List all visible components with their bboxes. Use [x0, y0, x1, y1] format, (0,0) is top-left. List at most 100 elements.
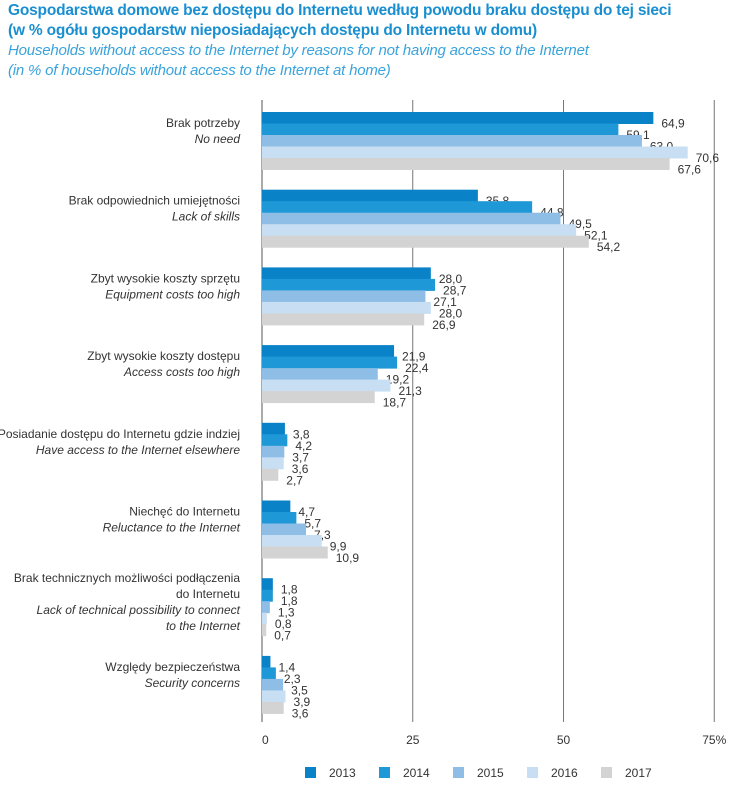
data-label: 3,7 — [292, 450, 309, 464]
category-label-pl: Zbyt wysokie koszty sprzętu — [91, 271, 240, 285]
bar-2015 — [262, 135, 642, 147]
bar-2013 — [262, 422, 285, 435]
category-label-pl: Brak odpowiednich umiejętności — [69, 194, 240, 208]
data-label: 70,6 — [696, 151, 720, 165]
legend-swatch-2014 — [379, 767, 390, 778]
category-label-en: Access costs too high — [123, 365, 240, 379]
data-label: 27,1 — [433, 295, 457, 309]
bar-2014 — [262, 201, 533, 214]
bar-2014 — [262, 123, 619, 136]
bar-2016 — [262, 457, 284, 470]
bar-2015 — [262, 290, 426, 303]
legend-label: 2015 — [477, 766, 504, 780]
category-label-en: to the Internet — [166, 619, 241, 633]
bar-2013 — [262, 112, 654, 124]
category-label-en: Equipment costs too high — [105, 287, 240, 301]
data-label: 19,2 — [386, 373, 410, 387]
data-label: 2,3 — [284, 672, 301, 686]
legend-label: 2016 — [551, 766, 578, 780]
title-pl-line2: (w % ogółu gospodarstw nieposiadających … — [8, 22, 537, 39]
bar-2014 — [262, 356, 398, 369]
x-tick-label: 75% — [702, 733, 726, 747]
bar-2013 — [262, 345, 395, 358]
bar-2016 — [262, 224, 577, 237]
legend-label: 2017 — [625, 766, 652, 780]
data-label: 2,7 — [286, 473, 303, 487]
category-label-en: Reluctance to the Internet — [103, 521, 241, 535]
legend-swatch-2017 — [601, 767, 612, 778]
data-label: 3,6 — [292, 462, 309, 476]
category-label-pl: Zbyt wysokie koszty dostępu — [87, 349, 240, 363]
bar-2013 — [262, 655, 271, 668]
bar-2014 — [262, 589, 273, 602]
bar-2016 — [262, 690, 286, 703]
data-label: 1,3 — [278, 606, 295, 620]
bar-2017 — [262, 701, 284, 714]
bar-2014 — [262, 278, 436, 291]
category-label-en: Lack of skills — [172, 210, 240, 224]
data-label: 1,8 — [281, 583, 298, 597]
category-label-pl: Niechęć do Internetu — [129, 505, 240, 519]
category-label-pl: Posiadanie dostępu do Internetu gdzie in… — [0, 427, 240, 441]
bar-2015 — [262, 678, 284, 691]
bar-2014 — [262, 667, 276, 680]
data-label: 3,6 — [292, 706, 309, 720]
data-label: 4,2 — [295, 439, 312, 453]
bar-2017 — [262, 546, 328, 559]
bar-2015 — [262, 601, 270, 614]
bar-2013 — [262, 267, 431, 280]
bar-2016 — [262, 379, 391, 392]
legend-label: 2014 — [403, 766, 430, 780]
data-label: 28,0 — [439, 306, 463, 320]
bar-2015 — [262, 212, 561, 225]
bar-2017 — [262, 391, 375, 404]
data-label: 10,9 — [336, 551, 360, 565]
data-label: 0,8 — [275, 617, 292, 631]
data-label: 0,7 — [274, 629, 291, 643]
bar-2014 — [262, 434, 288, 447]
legend-label: 2013 — [329, 766, 356, 780]
title-en-line1: Households without access to the Interne… — [8, 42, 589, 59]
title-pl-line1: Gospodarstwa domowe bez dostępu do Inter… — [8, 2, 672, 19]
data-label: 22,4 — [405, 361, 429, 375]
bar-2015 — [262, 445, 285, 458]
bar-2016 — [262, 146, 688, 159]
data-label: 54,2 — [597, 240, 621, 254]
x-tick-label: 50 — [557, 733, 571, 747]
category-label-en: No need — [195, 132, 241, 146]
data-label: 3,9 — [294, 695, 311, 709]
legend-swatch-2016 — [527, 767, 538, 778]
category-label-en: Have access to the Internet elsewhere — [36, 443, 240, 457]
bar-2017 — [262, 158, 670, 170]
x-tick-label: 0 — [262, 733, 269, 747]
data-label: 3,5 — [291, 683, 308, 697]
category-label-pl: do Internetu — [176, 587, 240, 601]
data-label: 18,7 — [383, 396, 407, 410]
data-label: 3,8 — [293, 427, 310, 441]
data-label: 21,3 — [398, 384, 422, 398]
legend-swatch-2015 — [453, 767, 464, 778]
data-label: 4,7 — [298, 505, 315, 519]
data-label: 64,9 — [661, 117, 685, 131]
data-label: 67,6 — [678, 163, 702, 177]
title-en-line2: (in % of households without access to th… — [8, 62, 391, 79]
x-tick-label: 25 — [406, 733, 420, 747]
category-label-pl: Brak technicznych możliwości podłączenia — [14, 571, 240, 585]
bar-2013 — [262, 500, 291, 513]
data-label: 28,7 — [443, 283, 467, 297]
bar-2013 — [262, 189, 478, 202]
data-label: 9,9 — [330, 540, 347, 554]
bar-2017 — [262, 235, 589, 248]
bar-2016 — [262, 301, 431, 314]
bar-2016 — [262, 612, 267, 625]
category-label-en: Security concerns — [145, 676, 240, 690]
data-label: 21,9 — [402, 350, 426, 364]
bar-2013 — [262, 578, 273, 591]
legend-swatch-2013 — [305, 767, 316, 778]
bar-2017 — [262, 624, 267, 637]
category-label-pl: Brak potrzeby — [166, 116, 240, 130]
data-label: 5,7 — [304, 517, 321, 531]
bar-2015 — [262, 368, 378, 381]
data-label: 1,8 — [281, 594, 298, 608]
